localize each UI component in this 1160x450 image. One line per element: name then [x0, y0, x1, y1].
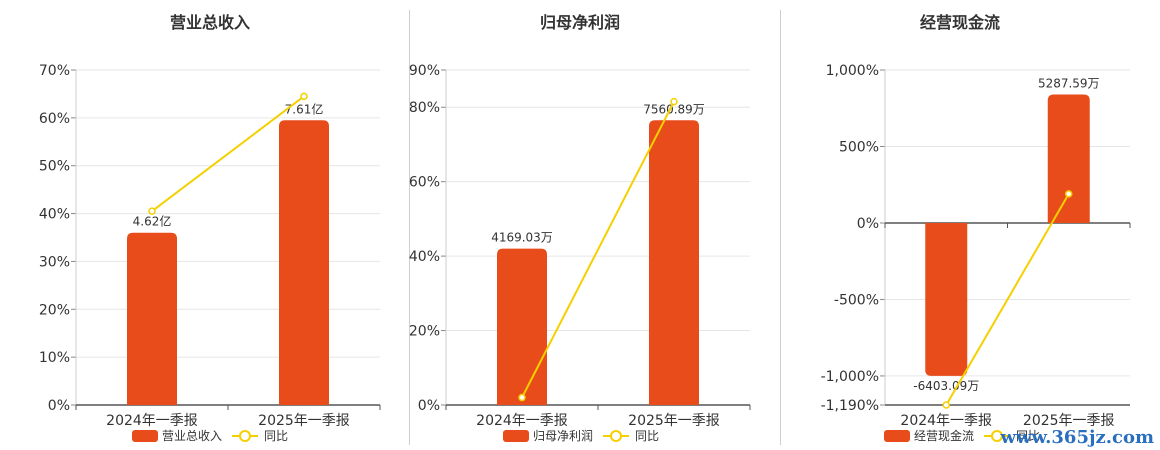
- yoy-point: [300, 92, 308, 101]
- y-tick-label: 80%: [409, 100, 440, 116]
- y-tick-label: 60%: [39, 111, 70, 127]
- x-tick-label: 2024年一季报: [106, 413, 198, 429]
- y-tick-label: 20%: [409, 324, 440, 340]
- legend-line-marker: [239, 430, 251, 442]
- bar-value-label: 7560.89万: [643, 102, 705, 116]
- yoy-line: [521, 101, 675, 399]
- yoy-point: [1065, 190, 1073, 198]
- x-tick-label: 2025年一季报: [258, 413, 350, 429]
- bar-value-label: 7.61亿: [285, 101, 324, 116]
- yoy-point: [518, 393, 526, 402]
- chart-panel-1: 营业总收入 0% 10% 20% 30% 40% 50% 60% 70% 4.62亿 7.61亿 20…: [39, 13, 381, 443]
- panel-divider: [409, 10, 410, 445]
- y-tick-label: 40%: [39, 207, 70, 223]
- bar: [649, 120, 699, 405]
- legend-bar-swatch: [503, 430, 529, 442]
- legend-line-marker: [991, 430, 1003, 442]
- legend-line-label: 同比: [1016, 429, 1040, 443]
- y-tick-label: 0%: [48, 398, 70, 414]
- yoy-line: [151, 95, 305, 212]
- bar-value-label: 4.62亿: [133, 214, 172, 229]
- y-tick-label: 60%: [409, 175, 440, 191]
- legend-bar-label: 经营现金流: [914, 428, 974, 443]
- y-tick-label: 90%: [409, 63, 440, 79]
- y-tick-label: 0%: [418, 398, 440, 414]
- y-tick-label: 50%: [39, 159, 70, 175]
- y-tick-label: 40%: [409, 249, 440, 265]
- y-tick-label: 1,000%: [826, 63, 879, 79]
- chart-panel-3: 经营现金流 -1,190% -1,000% -500% 0% 500% 1,000% -640…: [821, 13, 1131, 443]
- chart-title: 经营现金流: [920, 13, 1000, 32]
- bar-value-label: 4169.03万: [491, 231, 553, 245]
- y-tick-label: -1,190%: [821, 398, 879, 414]
- yoy-line: [945, 193, 1070, 406]
- y-tick-label: -500%: [834, 292, 879, 308]
- watermark: www.365jz.com: [1000, 427, 1154, 448]
- y-tick-label: -1,000%: [821, 369, 879, 385]
- yoy-point: [670, 97, 678, 106]
- bar: [1047, 94, 1090, 223]
- legend-line-label: 同比: [635, 429, 659, 443]
- chart-panel-2: 归母净利润 0% 20% 40% 60% 80% 90% 4169.03万 7560.89万 20…: [409, 13, 751, 443]
- legend-line-label: 同比: [264, 429, 288, 443]
- bar: [925, 222, 968, 376]
- yoy-point: [942, 401, 950, 409]
- bar: [279, 120, 329, 405]
- y-tick-label: 30%: [39, 254, 70, 270]
- y-tick-label: 0%: [857, 216, 879, 232]
- y-tick-label: 70%: [39, 63, 70, 79]
- bar: [127, 232, 177, 405]
- panel-divider: [780, 10, 781, 445]
- yoy-point: [148, 207, 156, 215]
- legend-bar-swatch: [884, 430, 910, 442]
- x-tick-label: 2025年一季报: [1023, 413, 1115, 429]
- legend-bar-swatch: [132, 430, 158, 442]
- x-tick-label: 2024年一季报: [476, 413, 568, 429]
- bar-value-label: -6403.09万: [913, 379, 979, 393]
- y-tick-label: 500%: [839, 139, 879, 155]
- legend-bar-label: 营业总收入: [162, 429, 222, 443]
- chart-title: 归母净利润: [540, 13, 620, 32]
- bar: [497, 248, 547, 405]
- y-tick-label: 20%: [39, 302, 70, 318]
- legend-line-marker: [610, 430, 622, 442]
- y-tick-label: 10%: [39, 350, 70, 366]
- legend-bar-label: 归母净利润: [533, 429, 593, 443]
- x-tick-label: 2025年一季报: [628, 413, 720, 429]
- bar-value-label: 5287.59万: [1038, 76, 1100, 90]
- chart-title: 营业总收入: [170, 13, 250, 32]
- x-tick-label: 2024年一季报: [900, 413, 992, 429]
